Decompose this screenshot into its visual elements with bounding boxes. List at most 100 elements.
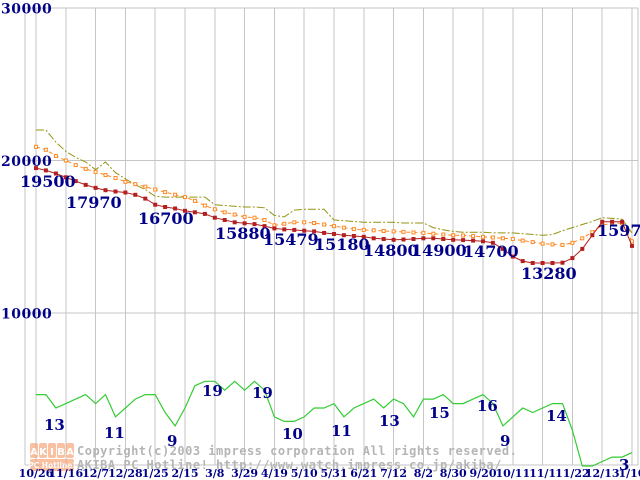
x-axis-tick-label: 3/8 xyxy=(205,467,225,480)
average-price-marker xyxy=(451,233,456,238)
x-axis-tick-label: 12/7 xyxy=(82,467,109,480)
average-price-marker xyxy=(312,221,317,225)
x-axis-tick-label: 2/15 xyxy=(172,467,199,480)
lowest-price-marker xyxy=(351,234,356,238)
price-label: 15880 xyxy=(215,224,271,243)
lowest-price-marker xyxy=(630,243,634,248)
logo-subtitle-tile xyxy=(30,459,74,471)
copyright-line1: Copyright(c)2003 impress corporation All… xyxy=(77,444,517,458)
shop-count-label: 11 xyxy=(104,424,125,442)
lowest-price-marker xyxy=(163,205,168,209)
average-price-marker xyxy=(43,147,48,152)
lowest-price-marker xyxy=(441,237,446,241)
x-axis-tick-label: 5/31 xyxy=(321,467,348,480)
lowest-price-marker xyxy=(560,260,565,265)
lowest-price-marker xyxy=(282,227,287,232)
lowest-price-marker xyxy=(272,226,277,231)
lowest-price-marker xyxy=(202,211,207,216)
lowest-price-marker xyxy=(232,220,237,225)
average-price-marker xyxy=(332,224,336,229)
lowest-price-marker xyxy=(143,196,148,201)
average-price-marker xyxy=(520,238,525,243)
average-price-marker xyxy=(212,207,217,212)
copyright-line2: AKIBA PC Hotline! http://www.watch.impre… xyxy=(77,458,502,472)
average-price-marker xyxy=(431,231,436,236)
logo-letter-tile xyxy=(57,443,65,458)
lowest-price-marker xyxy=(123,190,128,195)
lowest-price-marker xyxy=(43,168,48,173)
shop-count-label: 13 xyxy=(379,412,400,430)
lowest-price-marker xyxy=(73,179,78,184)
lowest-price-marker xyxy=(610,219,615,224)
average-price-marker xyxy=(183,195,187,200)
lowest-price-marker xyxy=(471,238,476,243)
average-price-marker xyxy=(341,225,346,230)
average-price-marker xyxy=(153,187,158,192)
shop-count-label: 11 xyxy=(331,422,352,440)
average-price-marker xyxy=(262,218,267,222)
lowest-price-marker xyxy=(93,185,98,190)
shop-count-label: 9 xyxy=(500,432,510,450)
lowest-price-marker xyxy=(490,240,495,245)
average-price-marker xyxy=(143,184,148,189)
shop-count-label: 3 xyxy=(619,456,629,474)
x-axis-tick-label: 1/10 xyxy=(619,467,640,480)
x-axis-tick-label: 6/21 xyxy=(350,467,377,480)
price-label: 14800 xyxy=(363,241,419,260)
average-price-marker xyxy=(272,223,277,228)
average-price-marker xyxy=(560,243,565,247)
average-price-marker xyxy=(202,203,207,208)
lowest-price-marker xyxy=(481,239,485,244)
shop-count-label: 15 xyxy=(429,404,450,422)
average-price-marker xyxy=(113,176,118,180)
average-price-marker xyxy=(530,240,535,245)
logo-letter: A xyxy=(30,447,38,458)
watermark: A K I B APC Hotline!Copyright(c)2003 impress… xyxy=(28,443,517,472)
lowest-price-marker xyxy=(34,166,38,171)
average-price-marker xyxy=(371,228,376,233)
lowest-price-marker xyxy=(341,233,346,238)
lowest-price-marker xyxy=(461,238,466,243)
average-price-marker xyxy=(93,169,98,174)
highest-price-line xyxy=(36,129,633,236)
lowest-price-marker xyxy=(302,228,307,233)
lowest-price-marker xyxy=(173,206,178,211)
average-price-marker xyxy=(163,190,168,195)
shop-count-line xyxy=(36,380,633,467)
lowest-price-marker xyxy=(242,221,247,226)
average-price-marker xyxy=(421,230,426,235)
lowest-price-marker xyxy=(192,210,197,215)
average-price-marker xyxy=(550,242,555,247)
x-axis-tick-label: 10/11 xyxy=(495,467,530,480)
lowest-price-marker xyxy=(371,236,376,241)
lowest-price-marker xyxy=(322,230,327,235)
lowest-price-marker xyxy=(262,224,267,229)
price-label: 15479 xyxy=(263,230,319,249)
average-price-marker xyxy=(103,173,108,177)
shop-count-label: 19 xyxy=(252,384,273,402)
average-price-marker xyxy=(242,214,247,219)
lowest-price-marker xyxy=(252,222,257,227)
average-price-marker xyxy=(53,153,58,158)
average-price-marker xyxy=(381,229,386,233)
akiba-logo: A K I B APC Hotline! xyxy=(28,443,76,471)
lowest-price-marker xyxy=(530,261,535,265)
x-axis-tick-label: 3/29 xyxy=(231,467,258,480)
logo-letter-tile xyxy=(30,443,38,458)
average-price-marker xyxy=(123,179,128,184)
average-price-marker xyxy=(133,182,138,187)
lowest-price-marker xyxy=(580,246,585,251)
lowest-price-marker xyxy=(292,227,297,232)
shop-count-label: 9 xyxy=(167,432,177,450)
lowest-price-marker xyxy=(600,219,605,224)
x-axis-tick-label: 7/12 xyxy=(380,467,407,480)
average-price-marker xyxy=(292,220,297,225)
lowest-price-marker xyxy=(312,229,317,234)
average-price-marker xyxy=(252,215,257,220)
lowest-price-marker xyxy=(183,208,187,213)
x-axis-tick-label: 11/16 xyxy=(48,467,83,480)
average-price-marker xyxy=(461,233,466,238)
lowest-price-marker xyxy=(53,171,58,176)
